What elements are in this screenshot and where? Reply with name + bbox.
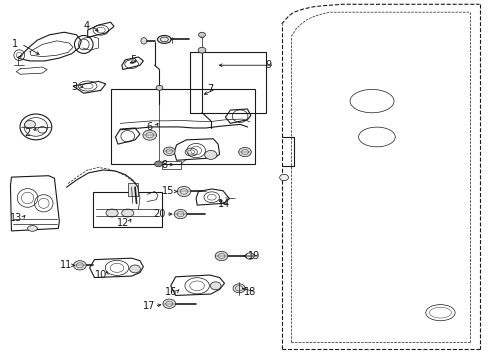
Ellipse shape [141, 38, 147, 44]
Bar [162, 161, 180, 168]
Ellipse shape [74, 261, 86, 270]
Ellipse shape [205, 150, 217, 159]
Text: 2: 2 [24, 129, 31, 138]
Text: 17: 17 [143, 301, 155, 311]
Text: 13: 13 [10, 213, 23, 223]
Ellipse shape [158, 36, 171, 43]
Bar [128, 183, 139, 196]
Text: 7: 7 [208, 84, 214, 94]
Ellipse shape [280, 174, 289, 181]
Text: 6: 6 [147, 122, 153, 132]
Ellipse shape [198, 47, 206, 53]
Ellipse shape [174, 210, 187, 219]
Text: 18: 18 [244, 287, 256, 297]
Ellipse shape [155, 161, 162, 167]
Ellipse shape [215, 251, 228, 261]
Ellipse shape [130, 265, 141, 273]
Ellipse shape [233, 284, 245, 293]
Bar [111, 89, 255, 164]
Ellipse shape [163, 147, 175, 156]
Ellipse shape [177, 186, 191, 197]
Text: 5: 5 [130, 55, 137, 65]
Text: 4: 4 [83, 21, 89, 31]
Text: 19: 19 [247, 251, 260, 261]
Text: 3: 3 [71, 82, 77, 92]
Text: 9: 9 [266, 60, 271, 70]
Ellipse shape [27, 226, 37, 231]
Ellipse shape [106, 209, 118, 217]
Ellipse shape [210, 282, 221, 290]
Ellipse shape [245, 253, 254, 259]
Ellipse shape [156, 85, 163, 90]
Text: 14: 14 [218, 199, 230, 210]
Bar [190, 52, 266, 113]
Text: 20: 20 [153, 209, 166, 219]
Ellipse shape [122, 209, 134, 217]
Bar [93, 192, 162, 227]
Text: 8: 8 [162, 159, 168, 170]
Ellipse shape [239, 147, 251, 157]
Text: 10: 10 [95, 270, 107, 280]
Text: 15: 15 [162, 186, 174, 197]
Text: 1: 1 [12, 39, 19, 49]
Text: 11: 11 [60, 260, 72, 270]
Text: 12: 12 [117, 218, 129, 228]
Text: 16: 16 [165, 287, 177, 297]
Ellipse shape [198, 32, 205, 37]
Ellipse shape [143, 130, 157, 140]
Ellipse shape [163, 299, 175, 309]
Ellipse shape [24, 121, 35, 129]
